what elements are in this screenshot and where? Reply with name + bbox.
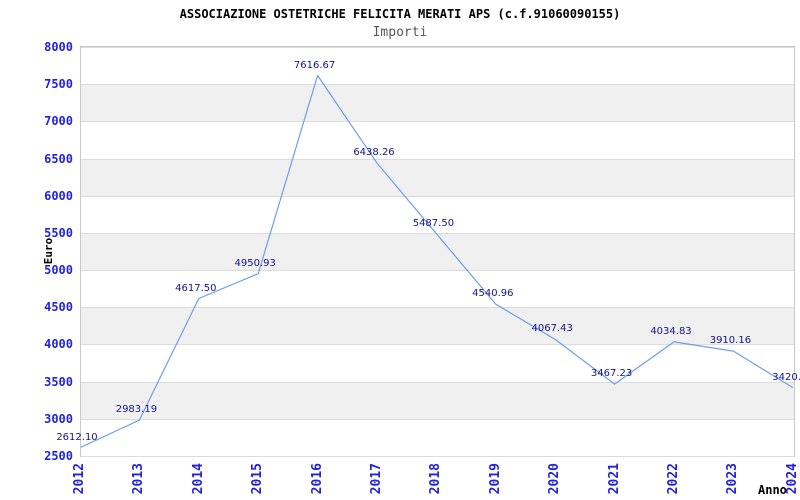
data-point-label: 3420.3 — [772, 371, 800, 383]
grid-band — [81, 232, 794, 271]
y-tick-label: 6500 — [44, 151, 73, 166]
y-tick-label: 7000 — [44, 114, 73, 129]
y-tick-label: 8000 — [44, 40, 73, 54]
gridline — [81, 456, 794, 457]
plot-area — [80, 46, 795, 457]
x-tick-label: 2018 — [428, 463, 444, 495]
y-tick-label: 4500 — [44, 300, 73, 315]
x-tick-label: 2020 — [547, 463, 563, 495]
line-series — [81, 74, 794, 448]
gridline — [81, 418, 794, 420]
y-tick-label: 2500 — [44, 449, 73, 463]
data-point-label: 4034.83 — [650, 325, 692, 337]
gridline — [81, 121, 794, 123]
data-point-label: 3467.23 — [590, 368, 633, 380]
y-axis-title: Euro — [42, 237, 55, 265]
x-tick-label: 2014 — [190, 463, 206, 495]
data-point-label: 4950.93 — [234, 257, 276, 269]
data-point-label: 2612.10 — [56, 431, 98, 443]
data-point-label: 7616.67 — [293, 59, 336, 71]
x-tick-label: 2012 — [72, 463, 87, 495]
y-tick-label: 4000 — [44, 337, 73, 352]
gridline — [81, 84, 794, 86]
chart-title: ASSOCIAZIONE OSTETRICHE FELICITA MERATI … — [179, 7, 621, 21]
data-point-label: 4067.43 — [531, 323, 573, 335]
gridline — [81, 344, 794, 346]
data-point-label: 4540.96 — [472, 288, 514, 300]
gridline — [81, 47, 794, 48]
x-tick-label: 2023 — [725, 463, 741, 495]
grid-band — [81, 381, 794, 419]
x-tick-label: 2019 — [487, 463, 503, 495]
gridline — [81, 307, 794, 309]
x-tick-label: 2024 — [784, 463, 800, 495]
x-tick-label: 2015 — [250, 463, 266, 495]
data-point-label: 2983.19 — [115, 404, 158, 416]
y-tick-label: 5500 — [44, 225, 73, 240]
x-tick-label: 2013 — [131, 463, 147, 495]
gridline — [81, 381, 794, 383]
gridline — [81, 270, 794, 272]
grid-band — [81, 84, 794, 122]
y-tick-label: 7500 — [44, 77, 73, 92]
gridline — [81, 195, 794, 197]
gridline — [81, 158, 794, 160]
data-point-label: 5487.50 — [412, 217, 455, 229]
x-tick-label: 2022 — [666, 463, 681, 495]
y-tick-label: 5000 — [44, 263, 73, 278]
gridline — [81, 232, 794, 234]
x-tick-label: 2016 — [309, 463, 325, 495]
grid-band — [81, 158, 794, 196]
y-tick-label: 6000 — [44, 188, 73, 203]
x-axis-title: Anno — [758, 483, 787, 497]
x-tick-label: 2021 — [606, 463, 622, 495]
y-tick-label: 3500 — [44, 374, 73, 389]
x-tick-label: 2017 — [369, 463, 384, 495]
chart-subtitle: Importi — [372, 25, 428, 40]
grid-band — [81, 307, 794, 345]
data-point-label: 4617.50 — [175, 282, 217, 294]
y-tick-label: 3000 — [44, 411, 73, 426]
data-point-label: 6438.26 — [353, 147, 395, 159]
data-point-label: 3910.16 — [709, 335, 752, 347]
